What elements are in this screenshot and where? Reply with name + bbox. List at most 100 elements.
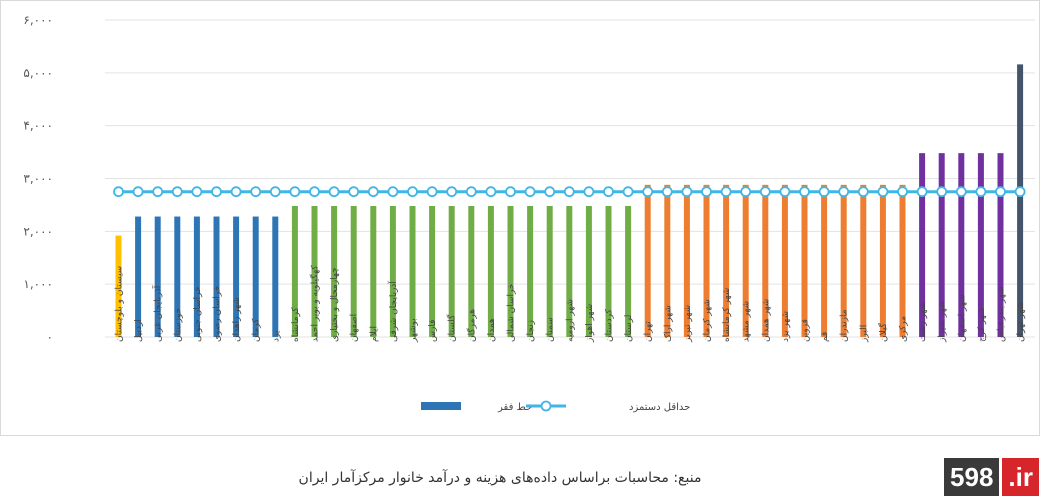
- bar: [389, 205, 396, 337]
- bar: [272, 216, 279, 337]
- bar: [723, 184, 730, 337]
- min-wage-marker: [936, 186, 948, 198]
- bar: [350, 205, 357, 337]
- bar: [585, 205, 592, 337]
- category-label: کرمانشاه: [291, 306, 301, 342]
- min-wage-marker: [309, 186, 320, 198]
- min-wage-marker: [505, 186, 516, 198]
- bar: [840, 184, 847, 337]
- category-label: خوزستان: [173, 308, 183, 342]
- category-label: لرستان: [624, 315, 634, 342]
- bar: [919, 153, 926, 337]
- min-wage-marker: [1014, 186, 1026, 198]
- legend-line-label: حداقل دستمزد: [629, 402, 690, 413]
- category-label: شهر کرمانشاه: [722, 288, 732, 342]
- category-label: گلستان: [446, 314, 458, 342]
- poverty-line-chart: ۰ ۱,۰۰۰ ۲,۰۰۰ ۳,۰۰۰ ۴,۰۰۰ ۵,۰۰۰ ۶,۰۰۰ سیستان و …: [23, 13, 1035, 413]
- bar: [566, 205, 573, 337]
- legend-bar-swatch: [421, 402, 461, 410]
- bar: [742, 184, 749, 337]
- category-label: کهگیلویه و بویر احمد: [309, 265, 321, 342]
- category-label: شهر ارومیه: [565, 299, 575, 342]
- min-wage-marker: [465, 186, 477, 198]
- category-label: قم: [820, 332, 830, 342]
- category-label: شهر شیراز: [938, 300, 948, 343]
- min-wage-marker: [211, 186, 222, 198]
- category-label: شهر اصفهان: [957, 294, 967, 342]
- min-wage-marker: [975, 186, 987, 198]
- category-label: شهر یزد: [781, 311, 791, 342]
- category-label: فارس: [428, 320, 438, 342]
- bar: [487, 205, 494, 337]
- site-logo: 598 .ir: [944, 458, 1039, 496]
- category-label: آذربایجان شرقی: [387, 281, 399, 342]
- min-wage-marker: [622, 186, 634, 198]
- category-label: مرکزی: [899, 316, 909, 342]
- category-label: شهر رشت: [918, 302, 928, 342]
- category-label: یزد: [271, 330, 281, 342]
- bar: [958, 153, 965, 337]
- bar: [625, 205, 632, 337]
- min-wage-marker: [603, 186, 614, 198]
- category-label: اصفهان: [350, 314, 360, 342]
- y-tick-label: ۶,۰۰۰: [23, 13, 53, 27]
- min-wage-marker: [485, 186, 497, 198]
- min-wage-marker: [857, 186, 869, 198]
- min-wage-marker: [818, 186, 830, 198]
- min-wage-marker: [661, 186, 673, 198]
- min-wage-marker: [897, 186, 908, 198]
- category-label: سمنان: [546, 317, 556, 342]
- min-wage-marker: [642, 186, 654, 198]
- bar: [370, 205, 377, 337]
- bar: [860, 184, 867, 337]
- min-wage-marker: [838, 186, 850, 198]
- y-tick-label: ۴,۰۰۰: [23, 119, 53, 133]
- category-label: خراسان شمالی: [507, 283, 517, 342]
- bar: [468, 205, 475, 337]
- bar: [174, 216, 181, 337]
- category-label: خراسان رضوی: [213, 286, 223, 342]
- bar: [664, 184, 671, 337]
- bar: [938, 153, 945, 337]
- min-wage-marker: [171, 186, 183, 198]
- min-wage-marker: [544, 186, 556, 198]
- min-wage-marker: [132, 186, 144, 198]
- bar: [703, 184, 710, 337]
- bar: [605, 205, 612, 337]
- legend-bar-label: خط فقر: [497, 402, 532, 413]
- y-tick-label: ۲,۰۰۰: [23, 224, 53, 238]
- min-wage-marker: [426, 186, 438, 198]
- min-wage-marker: [113, 186, 124, 198]
- category-label: البرز: [859, 325, 869, 343]
- bar: [154, 216, 161, 337]
- bar: [1017, 64, 1024, 337]
- category-label: سیستان و بلوچستان: [115, 266, 125, 342]
- category-label: قزوین: [801, 319, 811, 342]
- min-wage-marker: [681, 186, 693, 198]
- min-wage-marker: [230, 186, 242, 198]
- bar: [233, 216, 240, 337]
- bar: [448, 205, 455, 337]
- bar: [781, 184, 788, 337]
- min-wage-marker: [779, 186, 791, 198]
- min-wage-marker: [759, 186, 771, 198]
- category-label: شهر همدان: [761, 299, 771, 342]
- bar: [193, 216, 200, 337]
- category-label: شهر زاهدان: [232, 297, 242, 342]
- min-wage-marker: [877, 186, 889, 198]
- category-label: کردستان: [605, 308, 615, 342]
- bar: [429, 205, 436, 337]
- bar: [644, 184, 651, 337]
- min-wage-marker: [446, 186, 458, 198]
- bar: [879, 184, 886, 337]
- min-wage-marker: [328, 186, 340, 198]
- source-caption: منبع: محاسبات براساس داده‌های هزینه و در…: [298, 470, 702, 486]
- min-wage-marker: [289, 186, 301, 198]
- bar: [252, 216, 259, 337]
- bar: [997, 153, 1004, 337]
- legend-line-marker: [540, 400, 552, 412]
- bar: [507, 205, 514, 337]
- min-wage-marker: [367, 186, 379, 198]
- category-label: شهر اراک: [662, 305, 673, 342]
- min-wage-marker: [387, 186, 399, 198]
